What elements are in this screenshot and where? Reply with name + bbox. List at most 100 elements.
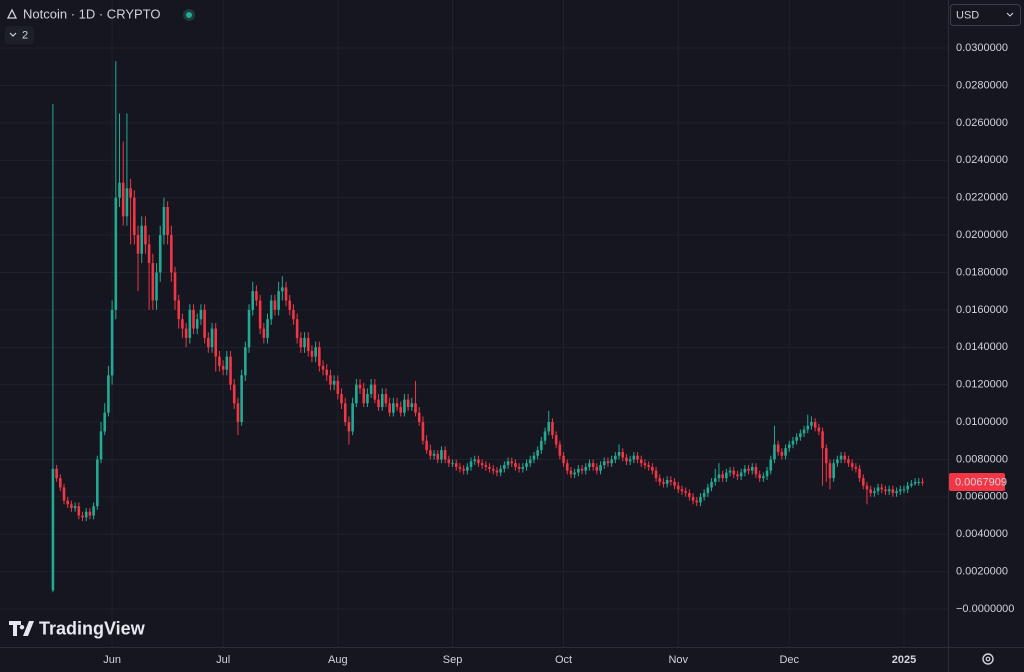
candle-body	[491, 468, 495, 471]
candle-body	[199, 309, 203, 320]
candle-body	[484, 465, 488, 467]
currency-select[interactable]	[950, 4, 1021, 26]
y-tick-label: 0.0120000	[956, 379, 1008, 391]
candle-body	[377, 399, 380, 408]
candle-body	[702, 493, 706, 497]
candle-body	[129, 188, 132, 198]
candle-body	[621, 451, 625, 458]
candle-body	[170, 235, 173, 273]
candle-body	[921, 481, 924, 483]
indicators-toggle[interactable]	[5, 26, 34, 44]
candle-body	[440, 450, 443, 460]
candle-body	[110, 309, 114, 376]
candle-body	[680, 489, 684, 492]
candle-body	[617, 451, 621, 456]
candle-body	[121, 182, 125, 217]
candle-body	[184, 328, 188, 338]
candle-body	[684, 491, 687, 494]
candle-body	[580, 468, 584, 471]
y-tick-label: 0.0220000	[956, 192, 1008, 204]
y-tick-label: 0.0140000	[956, 341, 1008, 353]
candle-body	[229, 356, 232, 385]
candle-body	[643, 463, 647, 466]
candle-body	[388, 403, 391, 413]
candle-body	[321, 365, 325, 370]
candle-body	[258, 300, 262, 329]
candle-body	[247, 309, 251, 348]
candle-body	[854, 466, 858, 469]
candle-body	[547, 422, 551, 432]
candle-body	[192, 309, 195, 329]
candle-body	[77, 506, 81, 516]
candle-body	[103, 412, 107, 432]
candle-body	[651, 466, 654, 471]
candle-body	[824, 448, 828, 464]
candle-body	[251, 291, 255, 310]
candle-body	[510, 461, 514, 464]
candle-body	[336, 380, 340, 394]
candle-body	[810, 422, 813, 426]
symbol-title[interactable]: Notcoin · 1D · CRYPTO	[23, 6, 161, 21]
candle-body	[210, 328, 214, 348]
candle-body	[614, 455, 617, 460]
candle-body	[525, 463, 528, 467]
candle-body	[839, 455, 843, 460]
candle-body	[144, 225, 147, 245]
candle-body	[721, 474, 724, 479]
candle-body	[188, 309, 192, 338]
candle-body	[732, 470, 736, 475]
settings-button[interactable]	[982, 653, 994, 665]
logo-text: TradingView	[39, 618, 146, 638]
candle-body	[395, 403, 399, 408]
candle-body	[817, 427, 821, 432]
candle-body	[162, 207, 166, 236]
y-tick-label: 0.0060000	[956, 491, 1008, 503]
candle-body	[125, 188, 129, 217]
candle-body	[166, 207, 169, 236]
candle-body	[577, 468, 580, 473]
candle-body	[787, 444, 791, 449]
candle-body	[195, 319, 199, 329]
candle-body	[351, 403, 354, 432]
axes: −0.0000000 0.0020000 0.0040000 0.0060000 0.0…	[103, 42, 1014, 666]
candle-body	[147, 244, 151, 264]
candle-body	[706, 487, 710, 494]
candle-body	[373, 384, 377, 400]
candle-body	[277, 291, 280, 310]
grid	[0, 0, 948, 647]
candle-body	[628, 459, 632, 462]
candle-body	[802, 429, 806, 434]
candle-body	[573, 472, 576, 475]
candle-body	[584, 466, 588, 471]
candle-body	[917, 481, 921, 483]
y-tick-label: 0.0180000	[956, 266, 1008, 278]
x-tick-label: Dec	[779, 654, 799, 666]
candle-body	[369, 384, 373, 394]
candle-body	[536, 450, 539, 456]
candle-body	[910, 483, 913, 486]
symbol-icon	[6, 8, 18, 19]
candle-body	[625, 457, 628, 462]
candle-body	[236, 403, 240, 423]
candle-body	[221, 365, 225, 370]
y-tick-label: 0.0040000	[956, 528, 1008, 540]
candle-body	[410, 403, 414, 408]
gear-center	[985, 656, 991, 662]
candle-body	[355, 384, 358, 404]
candle-body	[114, 197, 118, 310]
last-price-box	[949, 473, 1005, 492]
candle-body	[610, 459, 613, 464]
y-tick-label: 0.0160000	[956, 304, 1008, 316]
candle-body	[55, 468, 58, 479]
candle-body	[795, 437, 798, 441]
candle-body	[506, 461, 510, 466]
candle-body	[232, 384, 236, 404]
candle-body	[421, 422, 425, 441]
candle-body	[673, 481, 676, 486]
candle-body	[155, 272, 158, 301]
candle-body	[699, 496, 702, 503]
candle-body	[880, 487, 884, 490]
candle-body	[503, 465, 506, 469]
y-tick-label: −0.0000000	[956, 603, 1014, 615]
